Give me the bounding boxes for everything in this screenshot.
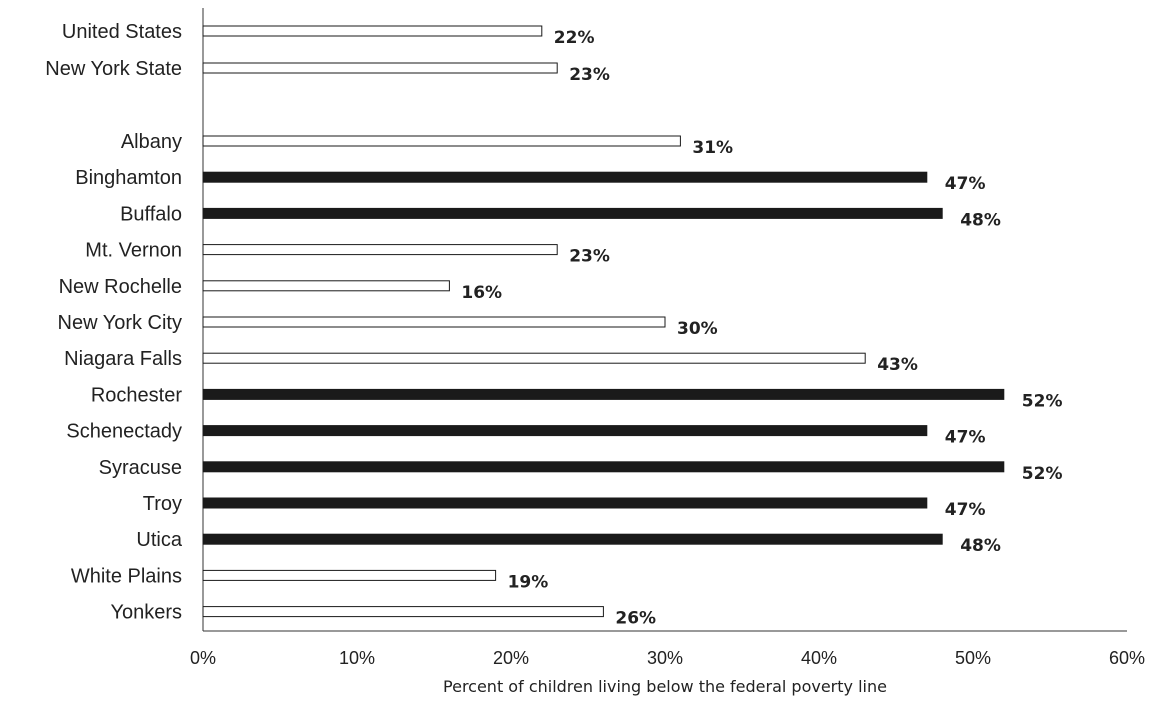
value-label: 47% [945, 174, 986, 194]
category-label: Mt. Vernon [85, 240, 182, 262]
value-label: 43% [877, 355, 918, 375]
value-labels: 22% 23% 31% 47% 48% 23% 16% 30% 43% 52% 47% 52% 47% 4… [461, 28, 1062, 629]
value-label: 26% [615, 609, 656, 629]
category-label: New York City [58, 312, 183, 334]
x-tick-label: 20% [493, 648, 529, 668]
category-label: Utica [136, 529, 182, 551]
value-label: 22% [554, 28, 595, 48]
category-label: New York State [45, 58, 182, 80]
tick-labels: 0% 10% 20% 30% 40% 50% 60% [190, 648, 1145, 668]
bar [202, 533, 943, 545]
x-tick-label: 50% [955, 648, 991, 668]
category-label: Yonkers [110, 602, 182, 624]
category-label: New Rochelle [59, 276, 182, 298]
bar [202, 425, 928, 437]
value-label: 47% [945, 428, 986, 448]
category-label: Niagara Falls [64, 348, 182, 370]
value-label: 19% [508, 572, 549, 592]
value-label: 30% [677, 319, 718, 339]
value-label: 23% [569, 65, 610, 85]
bar [202, 244, 558, 256]
bar [202, 207, 943, 219]
x-axis-title: Percent of children living below the fed… [443, 677, 887, 696]
x-tick-label: 30% [647, 648, 683, 668]
bar [202, 62, 558, 74]
x-tick-label: 40% [801, 648, 837, 668]
x-tick-label: 0% [190, 648, 216, 668]
bar [202, 461, 1005, 473]
bar [202, 352, 866, 364]
category-labels: United States New York State Albany Bingham… [45, 21, 183, 624]
value-label: 48% [960, 210, 1001, 230]
category-label: Binghamton [75, 167, 182, 189]
category-label: Buffalo [120, 203, 182, 225]
value-label: 52% [1022, 391, 1063, 411]
x-tick-label: 10% [339, 648, 375, 668]
bar [202, 497, 928, 509]
bars [202, 25, 1005, 618]
category-label: United States [62, 21, 182, 43]
value-label: 52% [1022, 464, 1063, 484]
category-label: Rochester [91, 384, 182, 406]
bar [202, 25, 543, 37]
bar [202, 280, 450, 292]
x-tick-label: 60% [1109, 648, 1145, 668]
bar [202, 316, 666, 328]
category-label: Albany [121, 131, 182, 153]
value-label: 23% [569, 247, 610, 267]
category-label: Syracuse [99, 457, 182, 479]
bar [202, 171, 928, 183]
bar [202, 606, 604, 618]
bar [202, 135, 681, 147]
category-label: White Plains [71, 565, 182, 587]
category-label: Troy [143, 493, 182, 515]
value-label: 48% [960, 536, 1001, 556]
value-label: 16% [461, 283, 502, 303]
bar [202, 388, 1005, 400]
bar [202, 569, 497, 581]
value-label: 47% [945, 500, 986, 520]
category-label: Schenectady [66, 421, 182, 443]
value-label: 31% [692, 138, 733, 158]
